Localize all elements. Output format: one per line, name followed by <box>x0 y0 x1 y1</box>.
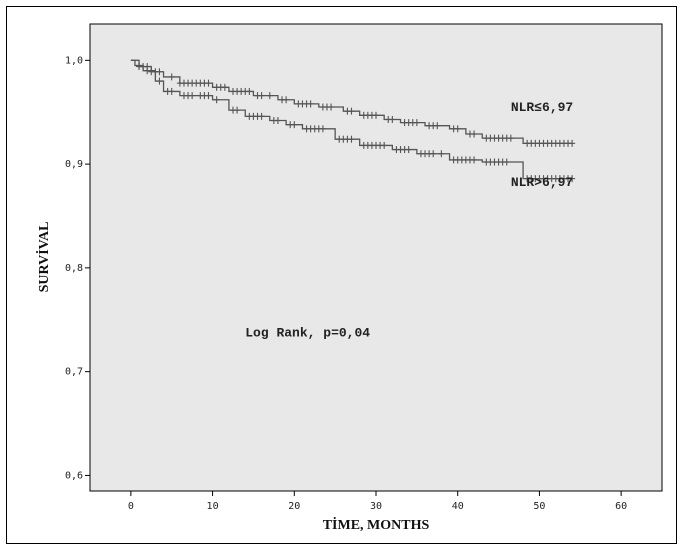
censor-mark <box>381 141 388 149</box>
y-tick-label: 0,7 <box>65 367 83 378</box>
censor-mark <box>405 146 412 154</box>
y-tick-label: 0,6 <box>65 470 83 481</box>
censor-mark <box>454 125 461 133</box>
survival-curves <box>130 59 576 183</box>
x-tick-label: 0 <box>128 501 134 512</box>
censor-mark <box>144 67 151 75</box>
annotation-2: Log Rank, p=0,04 <box>245 325 370 340</box>
censor-mark <box>213 96 220 104</box>
censor-mark <box>471 156 478 164</box>
annotations: NLR≤6,97 NLR>6,97 Log Rank, p=0,04 <box>245 100 573 340</box>
x-axis-title: TİME, MONTHS <box>323 516 430 533</box>
censor-mark <box>266 92 273 100</box>
censor-mark <box>234 106 241 114</box>
annotation-1: NLR>6,97 <box>511 175 573 190</box>
y-axis: 0,6 0,7 0,8 0,9 1,0 <box>65 55 90 481</box>
y-tick-label: 0,9 <box>65 159 83 170</box>
censor-mark <box>319 125 326 133</box>
censor-mark <box>283 96 290 104</box>
x-tick-label: 10 <box>207 501 219 512</box>
censor-mark <box>189 92 196 100</box>
censor-mark <box>348 107 355 115</box>
censor-mark <box>156 77 163 85</box>
censor-mark <box>168 73 175 81</box>
x-tick-label: 50 <box>533 501 545 512</box>
censor-mark <box>205 92 212 100</box>
x-tick-label: 30 <box>370 501 382 512</box>
censor-mark <box>413 119 420 127</box>
y-tick-label: 1,0 <box>65 55 83 66</box>
x-tick-label: 20 <box>288 501 300 512</box>
x-axis: 0 10 20 30 40 50 60 <box>128 491 627 512</box>
censor-mark <box>348 135 355 143</box>
censor-mark <box>246 87 253 95</box>
censor-mark <box>156 68 163 76</box>
censor-mark <box>258 112 265 120</box>
censor-mark <box>328 103 335 111</box>
censor-mark <box>503 158 510 166</box>
censor-mark <box>569 139 576 147</box>
censor-mark <box>438 150 445 158</box>
censor-mark <box>274 117 281 125</box>
x-tick-label: 40 <box>452 501 464 512</box>
censor-mark <box>373 111 379 119</box>
censor-mark <box>258 92 265 100</box>
censor-mark <box>430 150 437 158</box>
censor-mark <box>389 115 396 123</box>
censor-mark <box>569 175 576 183</box>
censor-mark <box>471 130 478 138</box>
censor-mark <box>205 79 212 87</box>
plot-area <box>89 23 663 492</box>
censor-mark <box>168 87 175 95</box>
x-tick-label: 60 <box>615 501 627 512</box>
annotation-0: NLR≤6,97 <box>511 100 573 115</box>
censor-mark <box>136 62 143 70</box>
y-tick-label: 0,8 <box>65 263 83 274</box>
censor-mark <box>307 100 314 108</box>
y-axis-title: SURVİVAL <box>35 222 52 293</box>
censor-mark <box>507 134 514 142</box>
censor-mark <box>221 83 228 91</box>
censor-mark <box>291 121 298 129</box>
censor-mark <box>434 122 441 130</box>
